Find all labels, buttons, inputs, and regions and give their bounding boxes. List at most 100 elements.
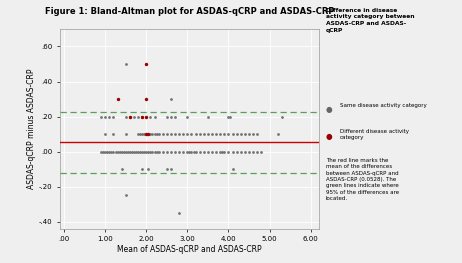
Point xyxy=(188,150,195,154)
Point xyxy=(116,150,123,154)
Point xyxy=(97,150,105,154)
Point xyxy=(110,114,117,119)
Point xyxy=(176,132,183,136)
Point xyxy=(143,132,150,136)
Point xyxy=(132,150,140,154)
Point xyxy=(112,150,119,154)
Point xyxy=(190,150,197,154)
Point xyxy=(139,167,146,171)
Text: ●: ● xyxy=(326,132,332,140)
Point xyxy=(225,114,232,119)
Point xyxy=(143,97,150,101)
Point xyxy=(200,132,207,136)
Point xyxy=(103,150,111,154)
Point xyxy=(140,132,148,136)
Point xyxy=(122,150,129,154)
Point xyxy=(128,150,136,154)
Point xyxy=(149,132,156,136)
Point xyxy=(229,150,236,154)
Point xyxy=(140,150,148,154)
Text: Difference in disease
activity category between
ASDAS-CRP and ASDAS-
qCRP: Difference in disease activity category … xyxy=(326,8,414,33)
Point xyxy=(126,114,134,119)
Point xyxy=(136,132,144,136)
Point xyxy=(130,114,138,119)
Point xyxy=(134,114,142,119)
Point xyxy=(254,150,261,154)
Point xyxy=(118,150,125,154)
Point xyxy=(134,150,142,154)
Point xyxy=(145,132,152,136)
Point xyxy=(155,150,162,154)
Point xyxy=(102,150,109,154)
Point xyxy=(241,150,249,154)
Point xyxy=(151,150,158,154)
Point xyxy=(145,150,152,154)
Point xyxy=(249,132,257,136)
Point xyxy=(139,114,146,119)
Point xyxy=(225,132,232,136)
Point xyxy=(196,150,203,154)
Point xyxy=(213,132,220,136)
Point xyxy=(208,150,216,154)
Point xyxy=(221,132,228,136)
Point xyxy=(167,132,175,136)
Point xyxy=(167,97,175,101)
Point xyxy=(102,132,109,136)
Point xyxy=(110,150,117,154)
Point xyxy=(176,150,183,154)
Point xyxy=(143,62,150,66)
Point xyxy=(229,167,236,171)
Point xyxy=(147,114,154,119)
Point xyxy=(153,132,160,136)
Point xyxy=(208,132,216,136)
Point xyxy=(188,132,195,136)
Point xyxy=(139,150,146,154)
Text: Same disease activity category: Same disease activity category xyxy=(340,103,426,108)
Point xyxy=(126,150,134,154)
Point xyxy=(163,132,170,136)
Point xyxy=(258,150,265,154)
Point xyxy=(163,114,170,119)
Point xyxy=(171,132,179,136)
Point xyxy=(184,150,191,154)
Point xyxy=(106,150,113,154)
Point xyxy=(151,114,158,119)
Point xyxy=(204,132,212,136)
Point xyxy=(147,132,154,136)
Point xyxy=(139,114,146,119)
Point xyxy=(176,211,183,215)
Point xyxy=(192,150,199,154)
Point xyxy=(167,150,175,154)
Point xyxy=(227,114,234,119)
Point xyxy=(143,150,150,154)
Point xyxy=(114,150,121,154)
Point xyxy=(274,132,281,136)
Point xyxy=(237,132,244,136)
Point xyxy=(184,132,191,136)
Point xyxy=(254,132,261,136)
Point xyxy=(139,132,146,136)
Point xyxy=(151,132,158,136)
Point xyxy=(114,97,121,101)
Text: Figure 1: Bland-Altman plot for ASDAS-qCRP and ASDAS-CRP: Figure 1: Bland-Altman plot for ASDAS-qC… xyxy=(45,7,334,16)
Point xyxy=(241,132,249,136)
Point xyxy=(136,150,144,154)
Point xyxy=(213,150,220,154)
Text: Different disease activity
category: Different disease activity category xyxy=(340,129,408,140)
Point xyxy=(180,132,187,136)
Point xyxy=(233,132,240,136)
Point xyxy=(122,114,129,119)
Point xyxy=(102,114,109,119)
Point xyxy=(122,193,129,198)
Point xyxy=(225,150,232,154)
Point xyxy=(171,150,179,154)
Point xyxy=(163,167,170,171)
Point xyxy=(159,132,166,136)
Point xyxy=(229,132,236,136)
Point xyxy=(245,150,253,154)
Point xyxy=(108,150,115,154)
Point xyxy=(134,132,142,136)
Point xyxy=(237,150,244,154)
Point xyxy=(200,150,207,154)
Point xyxy=(249,150,257,154)
